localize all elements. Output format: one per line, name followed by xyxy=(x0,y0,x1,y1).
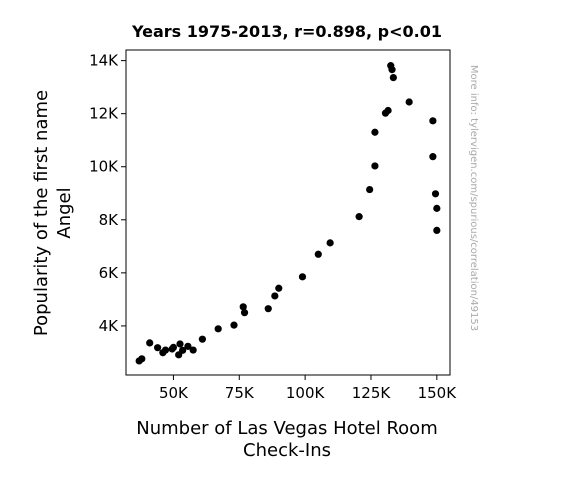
x-tick-label: 150K xyxy=(418,384,458,402)
scatter-point xyxy=(429,153,437,161)
scatter-point xyxy=(371,128,379,136)
y-tick-label: 10K xyxy=(89,158,119,176)
scatter-point xyxy=(275,284,283,292)
source-watermark: More info: tylervigen.com/spurious/corre… xyxy=(468,65,479,331)
y-axis-label-line-2: Angel xyxy=(54,187,75,238)
scatter-point xyxy=(154,344,162,352)
scatter-point xyxy=(176,340,184,348)
scatter-point xyxy=(433,204,441,212)
scatter-point xyxy=(388,66,396,74)
plot-area-frame xyxy=(125,49,451,376)
scatter-point xyxy=(240,309,249,317)
x-tick-label: 75K xyxy=(225,384,255,402)
y-axis-ticks: 4K 6K 8K 10K 12K 14K xyxy=(89,52,126,335)
x-axis-label-line-2: Check-Ins xyxy=(243,440,331,461)
scatter-point xyxy=(198,335,206,343)
chart-title: Years 1975-2013, r=0.898, p<0.01 xyxy=(131,22,442,41)
y-tick-label: 4K xyxy=(99,317,120,335)
x-tick-label: 50K xyxy=(159,384,189,402)
scatter-point xyxy=(314,250,322,258)
y-tick-label: 14K xyxy=(89,52,119,70)
y-tick-label: 12K xyxy=(89,105,119,123)
scatter-point xyxy=(230,321,238,329)
scatter-point xyxy=(384,106,392,115)
scatter-point xyxy=(271,292,279,300)
scatter-point xyxy=(371,162,379,170)
x-axis-label-line-1: Number of Las Vegas Hotel Room xyxy=(136,418,437,439)
x-tick-label: 100K xyxy=(286,384,326,402)
scatter-point xyxy=(146,339,154,347)
y-tick-label: 6K xyxy=(99,264,120,282)
scatter-point xyxy=(326,239,334,247)
x-tick-label: 125K xyxy=(352,384,392,402)
y-axis-label-line-1: Popularity of the first name xyxy=(31,90,52,336)
scatter-point xyxy=(138,355,146,363)
scatter-point xyxy=(184,342,192,350)
scatter-point xyxy=(264,305,272,313)
scatter-point xyxy=(179,346,187,354)
y-tick-label: 8K xyxy=(99,211,120,229)
axes-layer: 50K 75K 100K 125K 150K 4K 6K 8K 10K 12K 14K xyxy=(89,49,457,402)
scatter-point xyxy=(355,213,363,221)
scatter-point xyxy=(169,343,178,352)
scatter-point xyxy=(433,226,441,235)
scatter-point xyxy=(239,303,247,311)
scatter-point xyxy=(366,185,374,194)
scatter-point xyxy=(161,346,170,354)
scatter-point xyxy=(429,117,437,125)
scatter-point xyxy=(389,73,397,82)
scatter-point xyxy=(214,325,222,333)
scatter-point xyxy=(431,190,440,198)
x-axis-ticks: 50K 75K 100K 125K 150K xyxy=(159,375,457,402)
scatter-point xyxy=(189,346,197,354)
scatter-points xyxy=(135,62,441,365)
scatter-point xyxy=(405,98,413,106)
scatter-point xyxy=(298,273,307,281)
